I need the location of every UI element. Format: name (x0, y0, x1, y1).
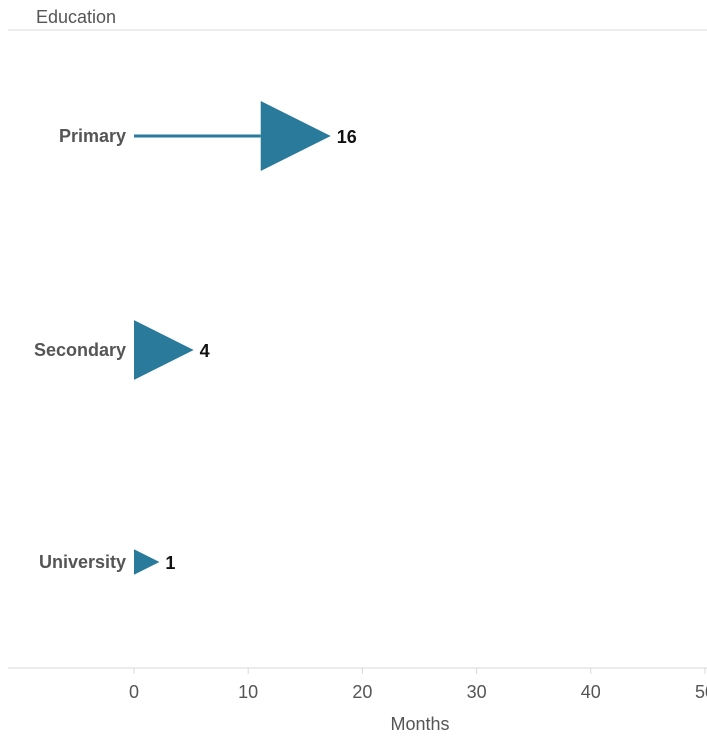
x-tick-label: 10 (238, 682, 258, 702)
x-axis-ticks: 0 10 20 30 40 50 (129, 668, 707, 702)
arrow-head-mark (134, 320, 194, 380)
value-label: 4 (200, 341, 210, 361)
x-tick-label: 40 (581, 682, 601, 702)
x-tick-label: 20 (352, 682, 372, 702)
chart-marks: Primary 16 Secondary 4 University 1 (34, 101, 357, 575)
value-label: 1 (165, 553, 175, 573)
value-label: 16 (337, 127, 357, 147)
arrow-head-mark (260, 101, 331, 171)
x-axis-title: Months (390, 714, 449, 734)
chart-header-title: Education (36, 7, 116, 27)
x-tick-label: 30 (467, 682, 487, 702)
category-label: University (39, 552, 126, 572)
category-label: Primary (59, 126, 126, 146)
category-label: Secondary (34, 340, 126, 360)
x-tick-label: 50 (695, 682, 707, 702)
arrow-head-mark (134, 549, 160, 575)
x-tick-label: 0 (129, 682, 139, 702)
